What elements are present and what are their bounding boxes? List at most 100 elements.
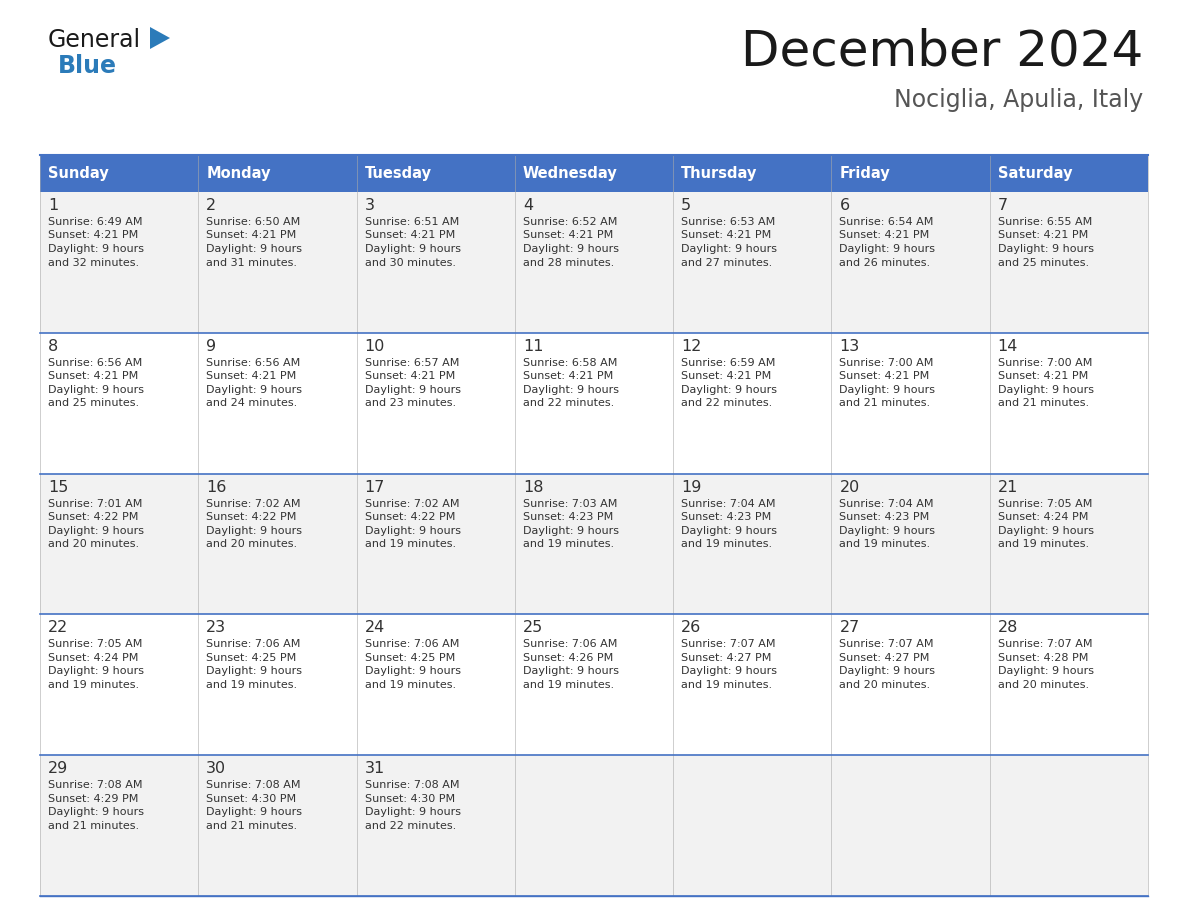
Bar [990,474,1148,614]
Text: 14: 14 [998,339,1018,353]
Text: Wednesday: Wednesday [523,166,618,181]
Text: Tuesday: Tuesday [365,166,431,181]
Bar [40,333,198,474]
Bar [40,756,198,896]
Text: Daylight: 9 hours: Daylight: 9 hours [48,666,144,677]
Bar [514,474,674,614]
Bar [514,614,674,756]
Bar [198,614,356,756]
Bar [674,756,832,896]
Bar [40,614,198,756]
Text: 16: 16 [207,479,227,495]
Text: Sunset: 4:27 PM: Sunset: 4:27 PM [681,653,771,663]
Text: and 20 minutes.: and 20 minutes. [48,539,139,549]
Text: Sunrise: 6:53 AM: Sunrise: 6:53 AM [681,217,776,227]
Text: Daylight: 9 hours: Daylight: 9 hours [998,526,1094,535]
Text: Sunrise: 7:07 AM: Sunrise: 7:07 AM [998,640,1092,649]
Text: 12: 12 [681,339,702,353]
Text: Daylight: 9 hours: Daylight: 9 hours [48,385,144,395]
Bar [514,192,674,333]
Text: Sunrise: 7:00 AM: Sunrise: 7:00 AM [998,358,1092,368]
Text: and 19 minutes.: and 19 minutes. [365,539,456,549]
Text: Sunset: 4:22 PM: Sunset: 4:22 PM [365,512,455,522]
Text: 18: 18 [523,479,543,495]
Text: 20: 20 [840,479,860,495]
Text: and 22 minutes.: and 22 minutes. [523,398,614,409]
Text: 22: 22 [48,621,68,635]
Bar [674,155,832,192]
Text: Daylight: 9 hours: Daylight: 9 hours [840,526,935,535]
Text: Daylight: 9 hours: Daylight: 9 hours [48,807,144,817]
Bar [674,614,832,756]
Bar [198,192,356,333]
Text: Sunrise: 7:02 AM: Sunrise: 7:02 AM [365,498,459,509]
Text: and 27 minutes.: and 27 minutes. [681,258,772,267]
Text: Sunset: 4:27 PM: Sunset: 4:27 PM [840,653,930,663]
Polygon shape [150,27,170,49]
Text: Sunrise: 6:56 AM: Sunrise: 6:56 AM [207,358,301,368]
Text: and 19 minutes.: and 19 minutes. [207,680,297,690]
Text: Sunset: 4:21 PM: Sunset: 4:21 PM [523,371,613,381]
Text: Sunset: 4:23 PM: Sunset: 4:23 PM [681,512,771,522]
Text: Daylight: 9 hours: Daylight: 9 hours [207,807,302,817]
Bar [356,756,514,896]
Text: 25: 25 [523,621,543,635]
Text: and 19 minutes.: and 19 minutes. [840,539,930,549]
Text: and 23 minutes.: and 23 minutes. [365,398,456,409]
Text: Daylight: 9 hours: Daylight: 9 hours [681,385,777,395]
Text: 3: 3 [365,198,374,213]
Text: Sunset: 4:21 PM: Sunset: 4:21 PM [681,230,771,241]
Bar [674,192,832,333]
Text: Sunrise: 6:56 AM: Sunrise: 6:56 AM [48,358,143,368]
Text: and 19 minutes.: and 19 minutes. [523,539,614,549]
Text: Sunrise: 7:06 AM: Sunrise: 7:06 AM [365,640,459,649]
Text: and 19 minutes.: and 19 minutes. [365,680,456,690]
Text: and 20 minutes.: and 20 minutes. [207,539,297,549]
Text: and 22 minutes.: and 22 minutes. [365,821,456,831]
Bar [514,155,674,192]
Text: 1: 1 [48,198,58,213]
Text: General: General [48,28,141,52]
Text: Sunrise: 7:08 AM: Sunrise: 7:08 AM [48,780,143,790]
Text: Sunday: Sunday [48,166,109,181]
Bar [832,756,990,896]
Text: and 25 minutes.: and 25 minutes. [48,398,139,409]
Text: 28: 28 [998,621,1018,635]
Text: Sunrise: 7:06 AM: Sunrise: 7:06 AM [207,640,301,649]
Bar [832,474,990,614]
Bar [990,756,1148,896]
Text: and 25 minutes.: and 25 minutes. [998,258,1089,267]
Text: and 32 minutes.: and 32 minutes. [48,258,139,267]
Text: Sunrise: 6:50 AM: Sunrise: 6:50 AM [207,217,301,227]
Text: Sunset: 4:22 PM: Sunset: 4:22 PM [207,512,297,522]
Text: Daylight: 9 hours: Daylight: 9 hours [523,526,619,535]
Text: 21: 21 [998,479,1018,495]
Text: Sunset: 4:24 PM: Sunset: 4:24 PM [998,512,1088,522]
Text: Daylight: 9 hours: Daylight: 9 hours [207,526,302,535]
Bar [198,474,356,614]
Text: December 2024: December 2024 [741,28,1143,76]
Text: Sunrise: 6:58 AM: Sunrise: 6:58 AM [523,358,618,368]
Bar [674,333,832,474]
Text: and 20 minutes.: and 20 minutes. [840,680,930,690]
Text: Daylight: 9 hours: Daylight: 9 hours [365,385,461,395]
Text: Sunrise: 7:02 AM: Sunrise: 7:02 AM [207,498,301,509]
Text: and 21 minutes.: and 21 minutes. [207,821,297,831]
Text: and 21 minutes.: and 21 minutes. [998,398,1089,409]
Bar [356,474,514,614]
Text: Sunset: 4:21 PM: Sunset: 4:21 PM [840,371,930,381]
Text: 30: 30 [207,761,227,777]
Text: Sunrise: 7:04 AM: Sunrise: 7:04 AM [681,498,776,509]
Text: Sunset: 4:28 PM: Sunset: 4:28 PM [998,653,1088,663]
Text: Monday: Monday [207,166,271,181]
Bar [832,155,990,192]
Text: 2: 2 [207,198,216,213]
Text: Nociglia, Apulia, Italy: Nociglia, Apulia, Italy [893,88,1143,112]
Text: Sunset: 4:21 PM: Sunset: 4:21 PM [365,371,455,381]
Text: and 19 minutes.: and 19 minutes. [681,680,772,690]
Text: Sunrise: 7:01 AM: Sunrise: 7:01 AM [48,498,143,509]
Text: Sunset: 4:21 PM: Sunset: 4:21 PM [48,371,138,381]
Text: Sunset: 4:21 PM: Sunset: 4:21 PM [207,371,297,381]
Text: Sunset: 4:21 PM: Sunset: 4:21 PM [681,371,771,381]
Text: Daylight: 9 hours: Daylight: 9 hours [998,385,1094,395]
